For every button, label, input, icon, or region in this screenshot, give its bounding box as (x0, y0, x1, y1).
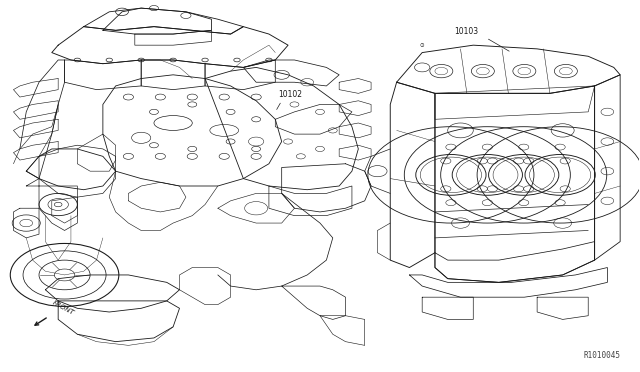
Text: R1010045: R1010045 (583, 351, 620, 360)
Text: 10102: 10102 (278, 90, 303, 99)
Text: $\odot$: $\odot$ (419, 41, 425, 49)
Text: 10103: 10103 (454, 27, 478, 36)
Text: FRONT: FRONT (52, 299, 76, 316)
